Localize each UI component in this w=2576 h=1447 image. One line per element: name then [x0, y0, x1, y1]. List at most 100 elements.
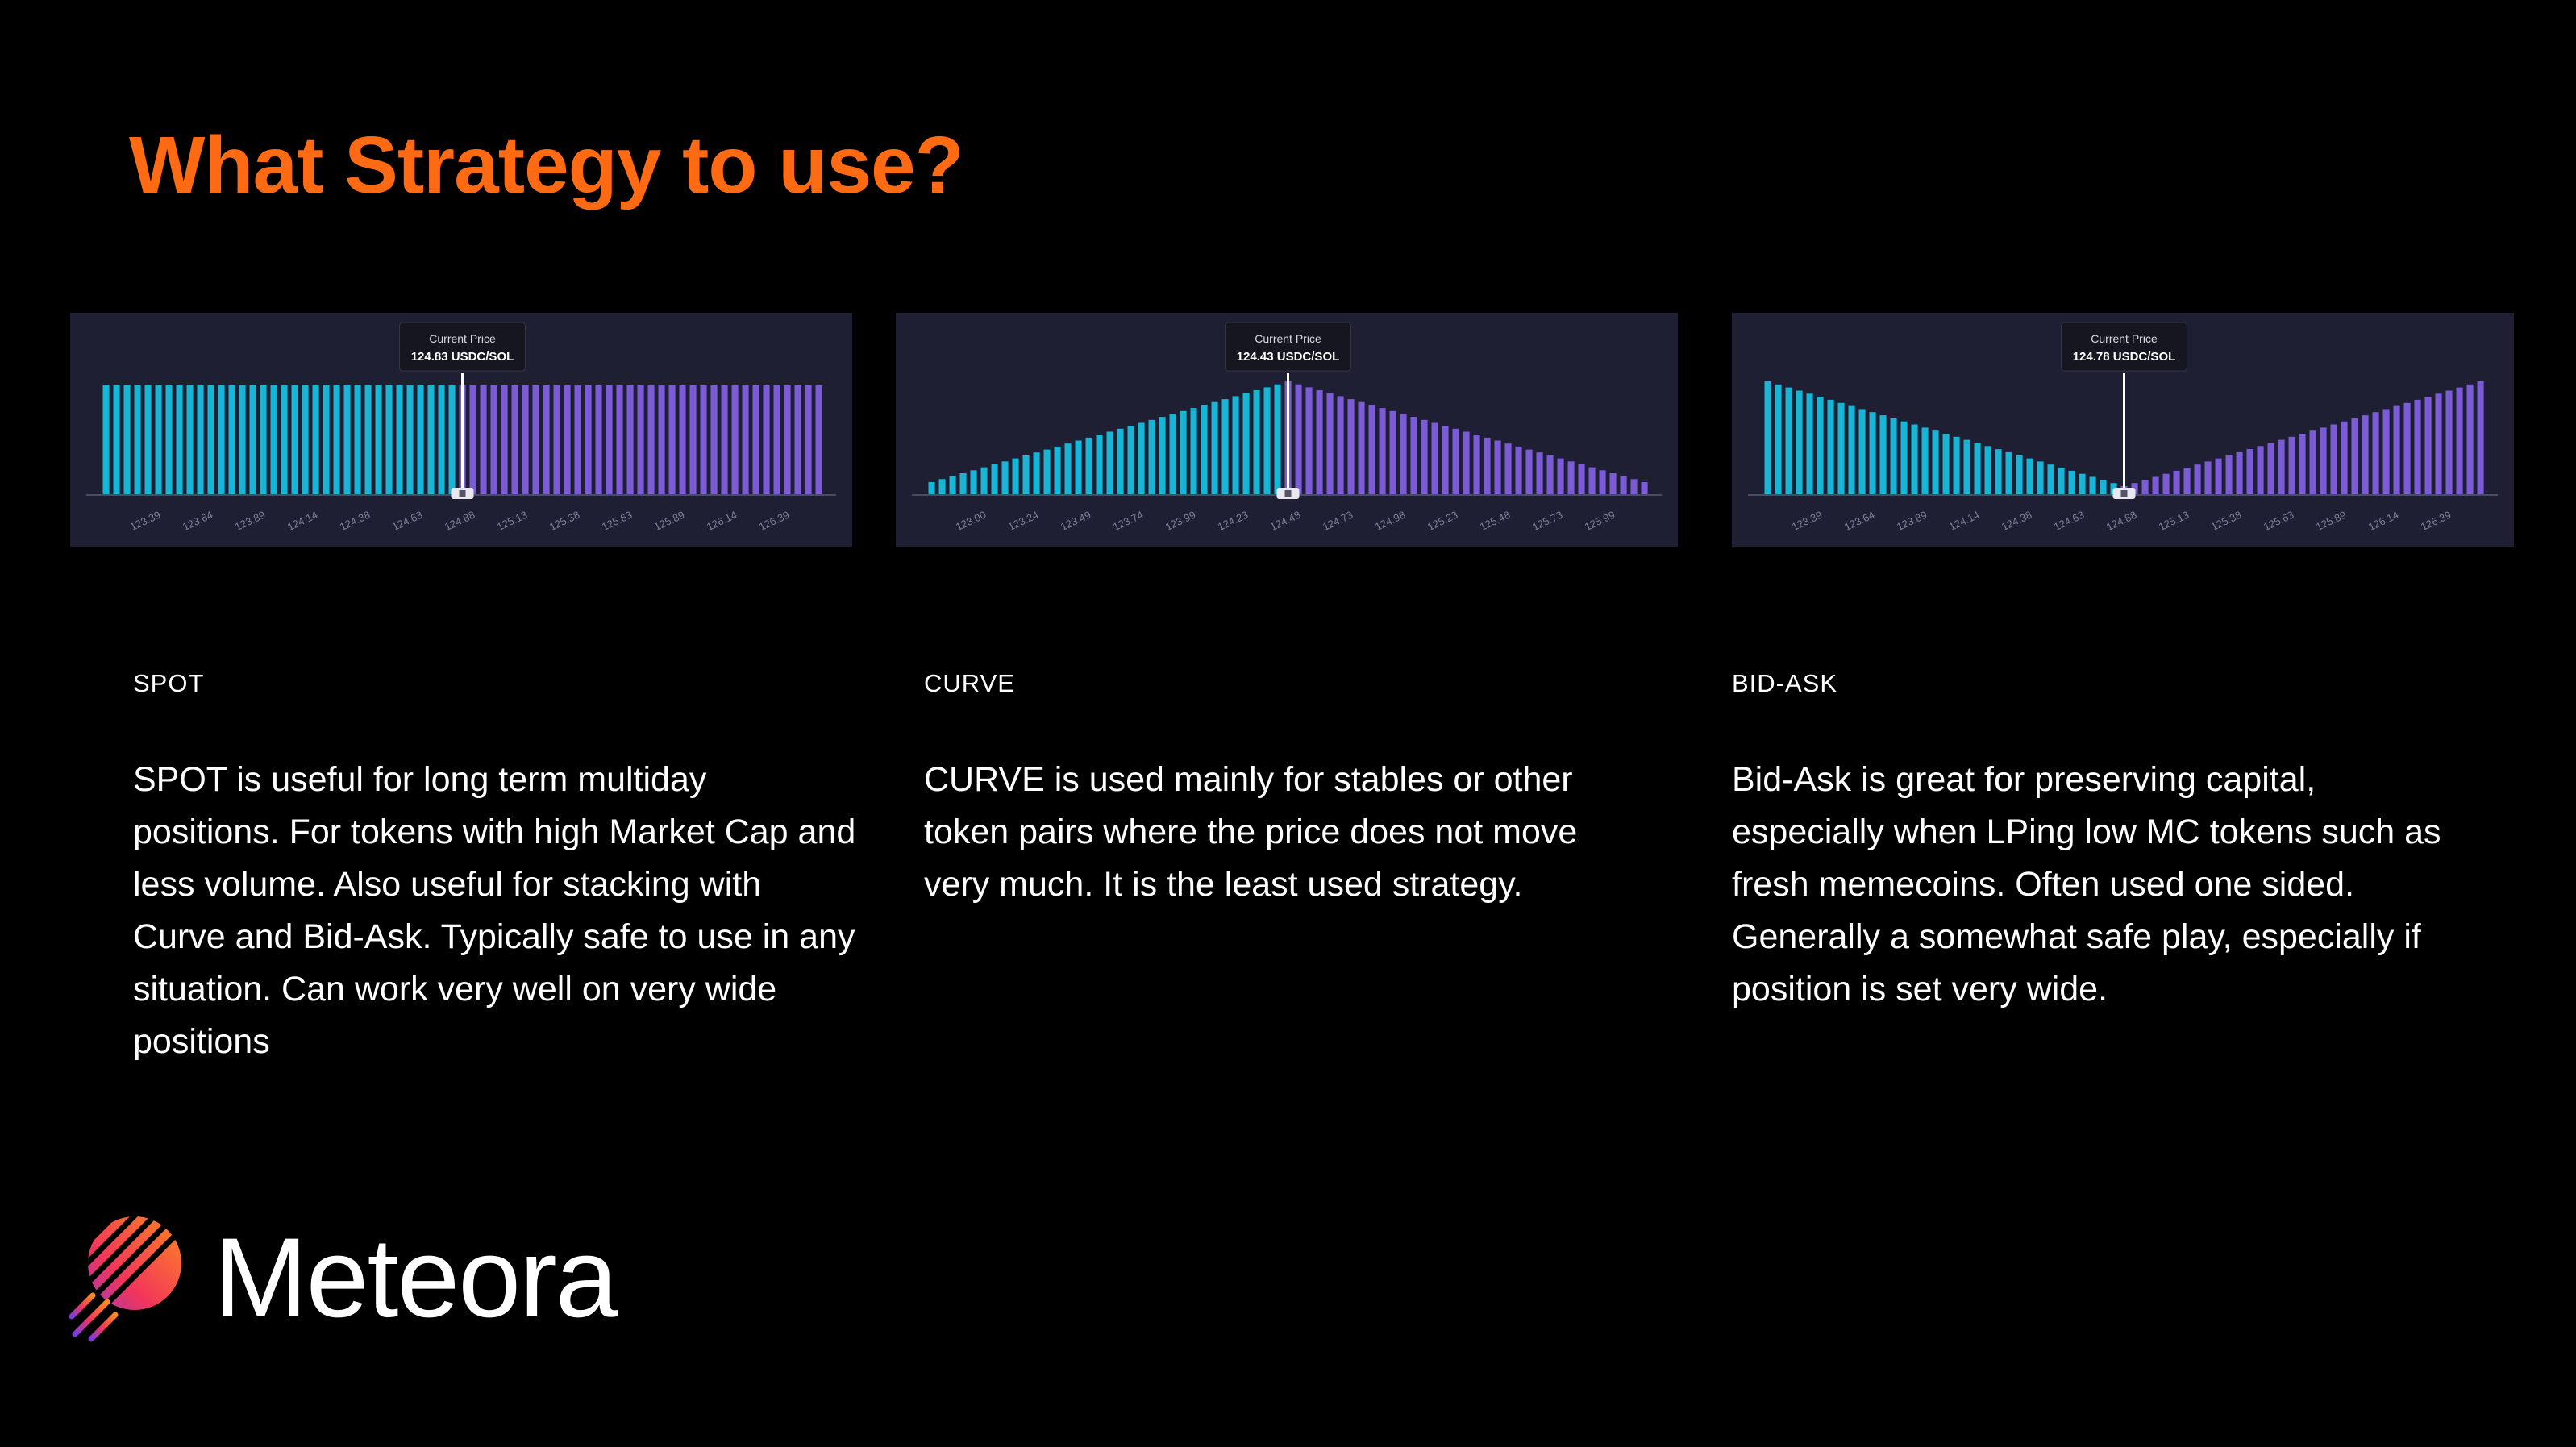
tick-label: 124.88 [443, 509, 476, 533]
tooltip-title: Current Price [1255, 332, 1321, 345]
price-tooltip [1225, 322, 1351, 372]
liquidity-bar [2204, 461, 2212, 494]
price-tooltip [399, 322, 526, 372]
liquidity-bar [228, 385, 235, 494]
liquidity-bar [2047, 464, 2054, 494]
tick-label: 126.39 [2419, 509, 2453, 533]
liquidity-bar [1117, 428, 1124, 494]
liquidity-bar [1494, 440, 1501, 494]
tick-label: 124.98 [1373, 509, 1407, 533]
liquidity-bar [938, 479, 946, 494]
liquidity-bar [1043, 449, 1051, 494]
liquidity-bar [469, 385, 476, 494]
tick-label: 124.14 [285, 509, 319, 533]
tick-label: 123.00 [954, 509, 988, 533]
liquidity-bar [1974, 443, 1981, 494]
liquidity-bar [2257, 446, 2264, 494]
liquidity-bar [731, 385, 739, 494]
liquidity-bar [113, 385, 120, 494]
price-handle-grip [1284, 490, 1292, 497]
liquidity-bar [438, 385, 445, 494]
liquidity-bar [2215, 458, 2222, 494]
liquidity-bar [354, 385, 361, 494]
spot-description: SPOT is useful for long term multiday po… [133, 760, 856, 1061]
liquidity-bar [1096, 435, 1103, 494]
page-title: What Strategy to use? [129, 120, 964, 210]
liquidity-bar [1452, 428, 1459, 494]
curve-description: CURVE is used mainly for stables or othe… [924, 760, 1578, 904]
liquidity-bar [1557, 458, 1564, 494]
liquidity-bar [2058, 468, 2065, 494]
liquidity-bar [2341, 421, 2348, 494]
liquidity-bar [1641, 482, 1648, 494]
liquidity-bar [553, 385, 560, 494]
liquidity-bar [1033, 452, 1040, 494]
liquidity-bar [1263, 387, 1271, 494]
bid-ask-chart-svg: Current Price 124.78 USDC/SOL 123.39 123.64… [1748, 322, 2498, 533]
liquidity-bar [406, 385, 414, 494]
liquidity-bar [1932, 430, 1939, 494]
liquidity-bar [1599, 470, 1606, 494]
liquidity-bar [949, 476, 956, 494]
liquidity-bar [1326, 393, 1334, 494]
liquidity-bar [1827, 399, 1834, 494]
liquidity-bar [1546, 455, 1554, 494]
liquidity-bar [2466, 384, 2474, 494]
liquidity-bar [1295, 384, 1302, 494]
tick-label: 125.99 [1583, 509, 1617, 533]
liquidity-bar [1837, 402, 1845, 494]
tick-label: 123.24 [1006, 509, 1040, 533]
liquidity-bar [2372, 412, 2379, 494]
tick-label: 125.48 [1478, 509, 1512, 533]
liquidity-bar [2162, 473, 2170, 494]
liquidity-bar [2079, 473, 2086, 494]
liquidity-bar [385, 385, 393, 494]
tick-label: 125.38 [547, 509, 581, 533]
liquidity-bar [448, 385, 456, 494]
liquidity-bar [626, 385, 634, 494]
liquidity-bar [647, 385, 655, 494]
tooltip-value: 124.43 USDC/SOL [1237, 350, 1340, 364]
tick-label: 125.73 [1530, 509, 1564, 533]
liquidity-bar [1588, 467, 1596, 494]
liquidity-bar [239, 385, 246, 494]
liquidity-bar [134, 385, 141, 494]
tick-label: 123.74 [1111, 509, 1145, 533]
liquidity-bar [2246, 449, 2253, 494]
liquidity-bar [2089, 476, 2096, 494]
meteora-logo: Meteora [69, 1213, 618, 1342]
liquidity-bar [1421, 419, 1428, 494]
liquidity-bar [1064, 443, 1072, 494]
liquidity-bar [1201, 405, 1208, 494]
liquidity-bar [752, 385, 759, 494]
liquidity-bar [302, 385, 309, 494]
liquidity-bar [1106, 431, 1113, 494]
liquidity-bar [501, 385, 508, 494]
tick-label: 123.99 [1163, 509, 1197, 533]
liquidity-bar [2382, 409, 2390, 494]
liquidity-bar [1138, 422, 1145, 494]
tick-label: 123.89 [233, 509, 267, 533]
liquidity-bar [2320, 427, 2327, 494]
liquidity-bar [2194, 464, 2201, 494]
liquidity-bar [2445, 390, 2453, 494]
liquidity-bar [249, 385, 256, 494]
tick-label: 124.88 [2104, 509, 2138, 533]
liquidity-bar [2435, 393, 2442, 494]
tick-label: 125.13 [2157, 509, 2191, 533]
tooltip-title: Current Price [429, 332, 496, 345]
liquidity-bar [123, 385, 131, 494]
liquidity-bar [2351, 418, 2358, 494]
liquidity-bar [291, 385, 298, 494]
liquidity-bar [1858, 409, 1866, 494]
liquidity-bar [1890, 418, 1897, 494]
liquidity-bar [186, 385, 194, 494]
liquidity-bar [2309, 430, 2316, 494]
liquidity-bar [417, 385, 424, 494]
liquidity-bar [2299, 434, 2306, 494]
liquidity-bar [1305, 387, 1313, 494]
liquidity-bar [1869, 412, 1876, 494]
liquidity-bar [1012, 458, 1019, 494]
liquidity-bar [1431, 422, 1438, 494]
tick-label: 124.14 [1947, 509, 1981, 533]
